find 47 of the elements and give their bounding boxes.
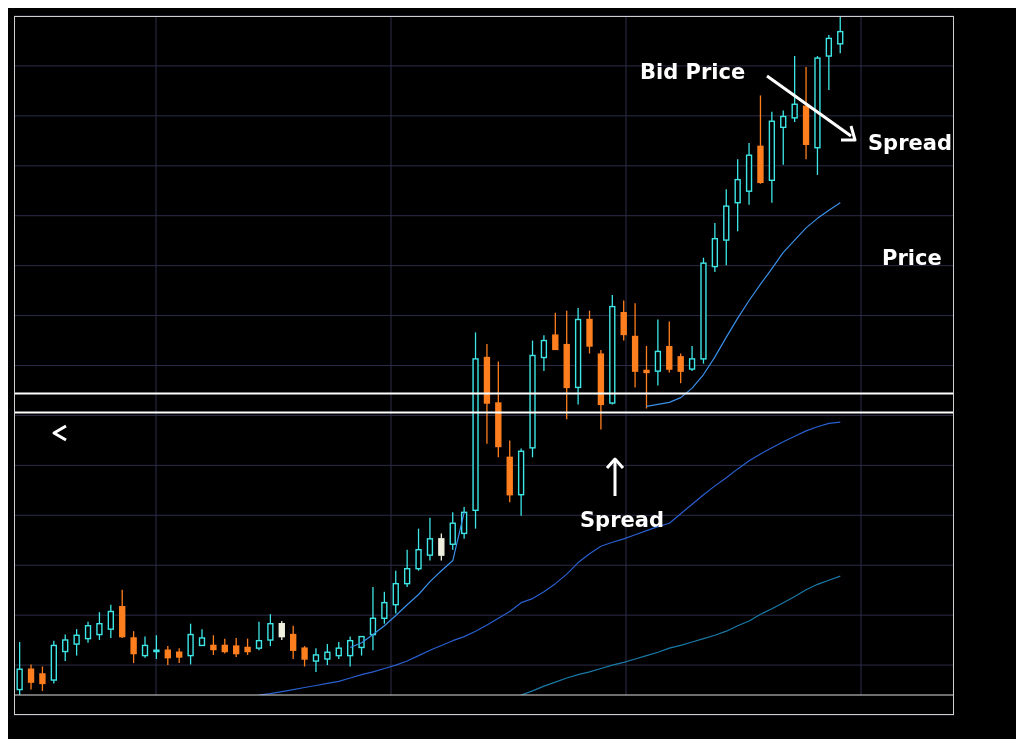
- candlestick: [290, 625, 297, 660]
- candlestick: [643, 345, 650, 410]
- candlestick: [837, 16, 844, 54]
- annotation: Bid Price: [640, 60, 746, 84]
- candlestick: [130, 630, 137, 664]
- candlestick: [84, 621, 92, 644]
- text: Price: [882, 246, 942, 270]
- candlestick: [141, 635, 149, 659]
- candlestick: [210, 634, 217, 656]
- candlestick: [381, 591, 388, 625]
- candlestick: [153, 634, 160, 660]
- candlestick: [39, 665, 46, 692]
- candlestick: [540, 334, 548, 372]
- candlestick: [552, 312, 559, 351]
- candlestick: [666, 320, 673, 374]
- candlestick: [677, 352, 684, 384]
- candlestick: [688, 345, 696, 372]
- candlestick: [187, 623, 194, 666]
- candlestick: [324, 643, 331, 666]
- candlestick: [620, 299, 627, 342]
- candlestick: [73, 628, 80, 657]
- candlestick: [267, 613, 274, 647]
- candlestick: [27, 663, 35, 691]
- candlestick: [301, 645, 308, 668]
- candlestick: [791, 55, 798, 123]
- candlestick: [449, 511, 456, 551]
- candlestick: [438, 532, 445, 562]
- candlestick: [96, 611, 103, 641]
- candlestick: [312, 647, 320, 673]
- annotation: Spread: [580, 508, 664, 532]
- candlestick: [734, 158, 741, 232]
- candlestick: [426, 517, 434, 562]
- candlestick: [278, 620, 285, 641]
- candlestick: [346, 635, 354, 668]
- candlestick: [16, 641, 23, 695]
- candlestick: [392, 570, 399, 615]
- candlestick: [233, 637, 240, 658]
- candlestick: [255, 621, 263, 651]
- candlestick: [654, 318, 662, 387]
- candlestick: [780, 109, 787, 166]
- candlestick: [107, 604, 114, 639]
- candlestick: [62, 633, 69, 662]
- candlestick: [403, 549, 411, 588]
- candlestick: [415, 528, 422, 572]
- candlestick: [164, 645, 171, 666]
- text: Spread: [868, 131, 952, 155]
- candlestick: [825, 34, 833, 91]
